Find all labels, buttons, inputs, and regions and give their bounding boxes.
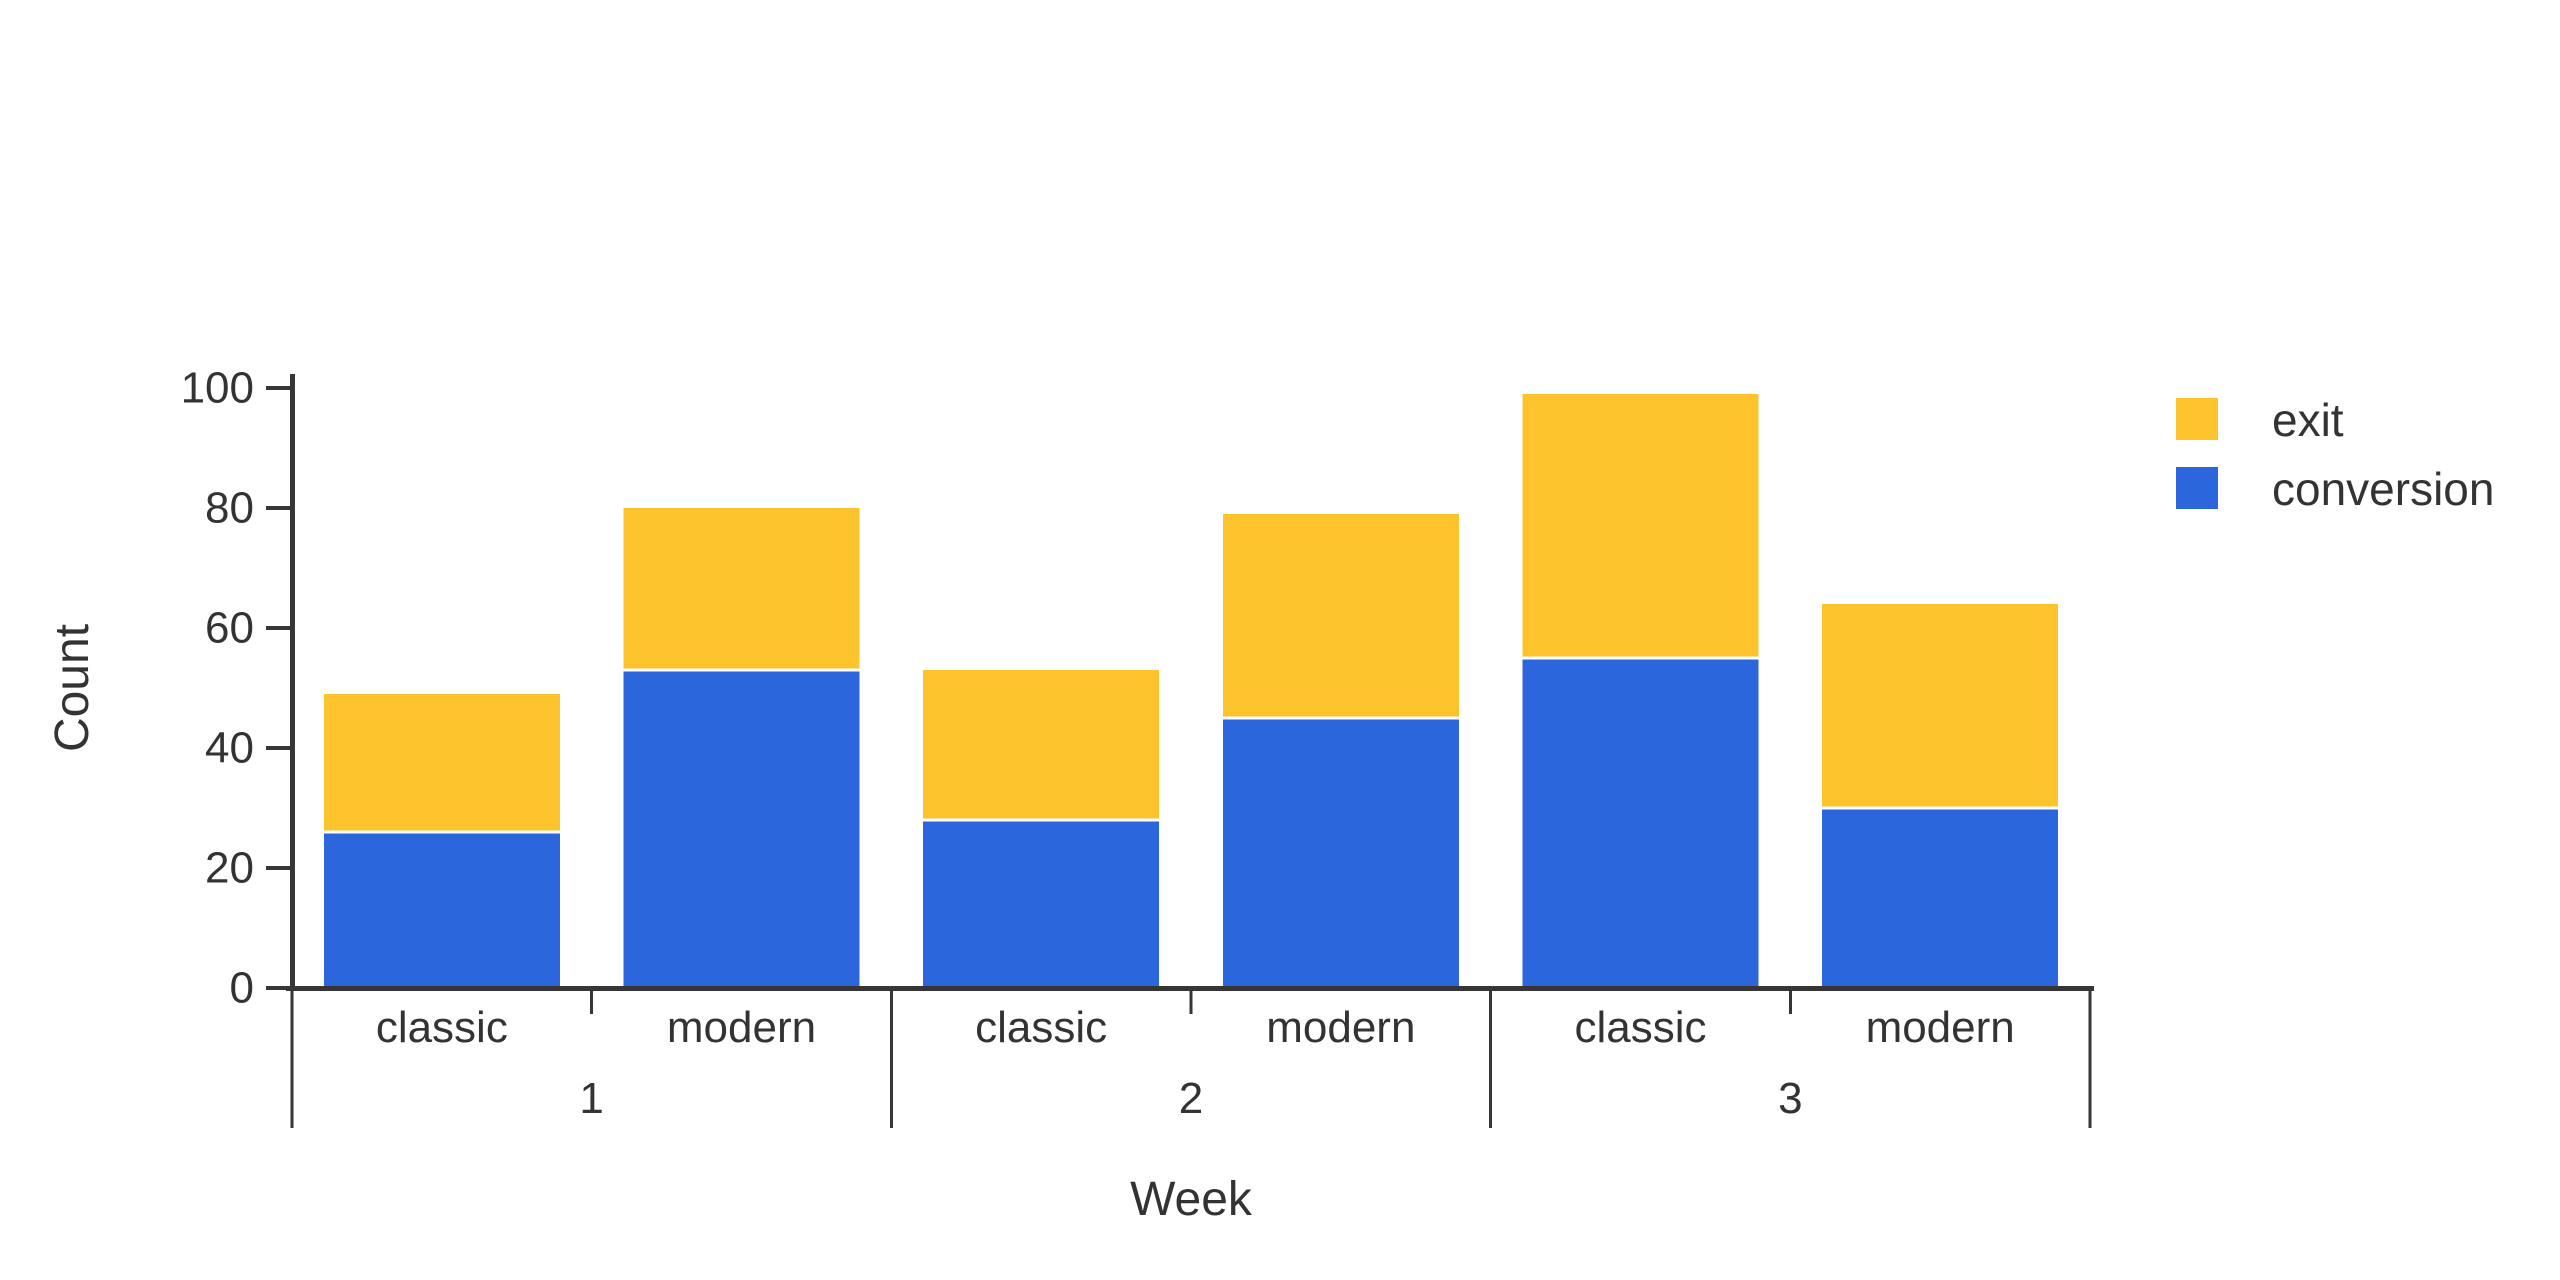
y-tick-label: 80 (205, 484, 254, 533)
y-axis-title: Count (46, 624, 99, 752)
y-tick (266, 626, 292, 630)
bar-segment-divider (923, 818, 1160, 822)
y-tick-label: 60 (205, 604, 254, 653)
y-tick-label: 0 (230, 964, 254, 1013)
bar-segment-conversion (1222, 718, 1459, 988)
y-tick (266, 506, 292, 510)
bar-segment-exit (323, 694, 560, 832)
group-divider (290, 988, 294, 1128)
legend-swatch-conversion (2176, 467, 2218, 509)
x-category-label: modern (1866, 1003, 2015, 1052)
legend-label-conversion: conversion (2272, 463, 2494, 515)
y-tick (266, 986, 292, 990)
x-axis-title: Week (1130, 1173, 1253, 1226)
bar-segment-exit (1222, 514, 1459, 718)
y-tick (266, 746, 292, 750)
bar-segment-conversion (1522, 658, 1759, 988)
y-axis-spine (290, 374, 295, 990)
bars-layer (323, 394, 2059, 988)
y-tick-label: 20 (205, 844, 254, 893)
group-label: 3 (1778, 1074, 1802, 1123)
y-axis-layer: 0 20 40 60 80 100 (181, 364, 292, 1013)
bar-segment-divider (623, 668, 860, 672)
bar-segment-divider (1222, 716, 1459, 720)
category-tick (1788, 988, 1792, 1014)
y-tick-label: 100 (181, 364, 254, 413)
x-axis-layer: classic modern classic modern classic modern 1… (290, 988, 2092, 1128)
x-axis-spine (286, 986, 2094, 991)
bar-segment-exit (923, 670, 1160, 820)
bar-segment-conversion (1822, 808, 2059, 988)
group-label: 1 (579, 1074, 603, 1123)
bar-segment-conversion (623, 670, 860, 988)
x-category-label: modern (1266, 1003, 1415, 1052)
legend-swatch-exit (2176, 398, 2218, 440)
group-label: 2 (1179, 1074, 1203, 1123)
y-tick (266, 386, 292, 390)
group-divider (1489, 988, 1493, 1128)
bar-segment-exit (1822, 604, 2059, 808)
x-category-label: classic (376, 1003, 508, 1052)
y-tick-label: 40 (205, 724, 254, 773)
bar-segment-divider (1522, 656, 1759, 660)
category-tick (1189, 988, 1193, 1014)
group-divider (2088, 988, 2092, 1128)
category-tick (590, 988, 594, 1014)
bar-segment-exit (623, 508, 860, 670)
x-category-label: modern (667, 1003, 816, 1052)
x-category-label: classic (975, 1003, 1107, 1052)
bar-segment-conversion (923, 820, 1160, 988)
bar-segment-exit (1522, 394, 1759, 658)
group-divider (889, 988, 893, 1128)
bar-segment-divider (1822, 806, 2059, 810)
legend-label-exit: exit (2272, 394, 2344, 446)
bar-segment-divider (323, 830, 560, 834)
bar-segment-conversion (323, 832, 560, 988)
legend: exit conversion (2176, 394, 2494, 515)
x-category-label: classic (1574, 1003, 1706, 1052)
y-tick (266, 866, 292, 870)
